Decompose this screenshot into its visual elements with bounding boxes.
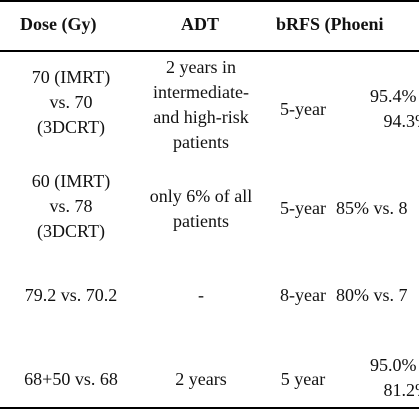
row2-dose: 60 (IMRT) vs. 78 (3DCRT) — [31, 171, 111, 241]
row2-time: 5-year — [280, 198, 326, 218]
row4-dose: 68+50 vs. 68 — [24, 369, 118, 389]
row4-result: 95.0% v 81.2% — [370, 355, 419, 400]
row4-time: 5 year — [280, 369, 326, 389]
row3-dose: 79.2 vs. 70.2 — [24, 285, 118, 305]
header-brfs: bRFS (Phoeni — [276, 14, 384, 34]
row3-adt: - — [198, 285, 204, 305]
row3-result: 80% vs. 7 — [336, 285, 408, 305]
row2-result: 85% vs. 8 — [336, 198, 408, 218]
row1-time: 5-year — [280, 99, 326, 119]
header-adt: ADT — [181, 14, 220, 34]
row2-adt: only 6% of all patients — [149, 186, 253, 231]
row1-adt: 2 years in intermediate- and high-risk p… — [153, 57, 249, 152]
table-top-rule — [0, 0, 419, 2]
row3-time: 8-year — [280, 285, 326, 305]
header-rule — [0, 50, 419, 52]
table-bottom-rule — [0, 407, 419, 409]
row1-dose: 70 (IMRT) vs. 70 (3DCRT) — [31, 67, 111, 137]
header-dose: Dose (Gy) — [20, 14, 97, 34]
row1-result: 95.4% v 94.3% — [370, 86, 419, 131]
row4-adt: 2 years — [175, 369, 227, 389]
